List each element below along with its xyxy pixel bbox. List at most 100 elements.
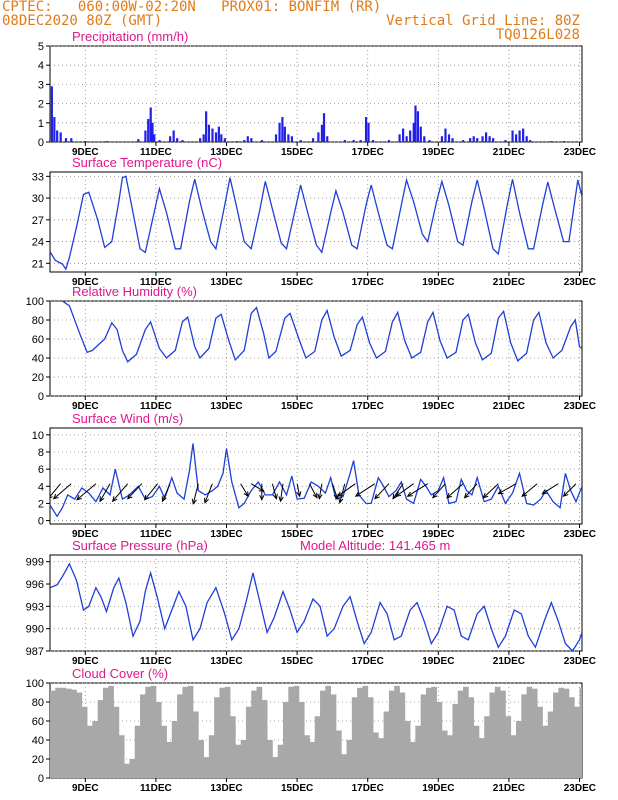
precip-bar <box>70 138 73 142</box>
precip-bar <box>151 122 154 142</box>
cloud-bar <box>76 692 83 778</box>
humidity-x-tick-label: 15DEC <box>281 401 313 412</box>
precipitation-y-tick-label: 1 <box>38 118 44 130</box>
wind-arrow <box>192 483 199 504</box>
humidity-line <box>50 301 582 363</box>
precipitation-y-tick-label: 4 <box>38 60 44 72</box>
cloud-bar <box>177 694 183 778</box>
precip-bar <box>176 138 179 142</box>
cloud-cover-x-tick-label: 13DEC <box>210 783 242 794</box>
wind-arrow <box>542 483 559 495</box>
header-model-code: TQ0126L028 <box>495 27 580 43</box>
cloud-bar <box>118 735 125 778</box>
precip-bar <box>149 107 152 142</box>
precipitation-x-tick-label: 9DEC <box>72 147 99 158</box>
cloud-bar <box>510 735 517 778</box>
precip-bar <box>440 136 444 142</box>
cloud-bar <box>320 690 326 778</box>
cloud-bar <box>288 686 294 778</box>
cloud-bar <box>203 757 210 778</box>
wind-y-tick-label: 6 <box>38 464 44 476</box>
precip-bar <box>220 134 223 142</box>
precip-bar <box>511 130 514 142</box>
temperature-x-tick-label: 11DEC <box>140 277 172 288</box>
precip-bar <box>412 122 415 142</box>
cloud-bar <box>60 687 67 778</box>
precip-bar <box>326 136 329 142</box>
cloud-cover-x-tick-label: 17DEC <box>352 783 384 794</box>
cloud-bar <box>373 732 379 778</box>
precip-bar <box>416 111 420 142</box>
wind-arrow <box>407 483 428 497</box>
header-date: 08DEC2020 80Z (GMT) <box>2 13 163 29</box>
cloud-bar <box>515 721 522 778</box>
pressure-x-tick-label: 19DEC <box>422 656 454 667</box>
precip-bar <box>287 134 290 142</box>
humidity-x-tick-label: 19DEC <box>422 401 454 412</box>
wind-arrow-head <box>482 492 489 499</box>
cloud-bar <box>388 690 395 778</box>
wind-arrow-head <box>99 496 105 503</box>
precipitation-x-tick-label: 17DEC <box>352 147 384 158</box>
precip-bar <box>223 138 226 142</box>
wind-arrow-head <box>446 492 452 499</box>
cloud-bar <box>574 706 580 778</box>
cloud-bar <box>87 725 93 778</box>
cloud-bar <box>171 721 178 778</box>
precipitation-x-tick-label: 23DEC <box>564 147 596 158</box>
temperature-y-tick-label: 21 <box>32 258 44 270</box>
wind-arrow <box>355 483 376 497</box>
precip-bar <box>504 140 507 142</box>
cloud-bar <box>71 689 77 778</box>
wind-arrow-head <box>338 497 344 504</box>
cloud-bar <box>55 687 61 778</box>
cloud-cover-x-tick-label: 9DEC <box>72 783 99 794</box>
cloud-cover-x-tick-label: 23DEC <box>564 783 596 794</box>
precip-bar <box>147 118 150 142</box>
cloud-bar <box>214 697 220 778</box>
temperature-x-tick-label: 13DEC <box>210 277 242 288</box>
wind-arrow <box>162 483 171 502</box>
precipitation-data <box>50 86 565 142</box>
precip-bar <box>59 132 62 142</box>
wind-arrow-head <box>204 497 209 504</box>
wind-arrow-head <box>336 491 343 497</box>
wind-arrow <box>498 483 517 495</box>
cloud-bar <box>293 685 300 778</box>
wind-arrow-head <box>395 491 402 497</box>
cloud-bar <box>542 725 549 778</box>
precip-bar <box>236 141 239 142</box>
cloud-cover-x-tick-label: 11DEC <box>140 783 172 794</box>
cloud-bar <box>341 754 347 778</box>
humidity-x-tick-label: 17DEC <box>352 401 384 412</box>
wind-arrow <box>204 483 213 503</box>
cloud-bar <box>335 730 342 778</box>
wind-arrow <box>395 483 414 497</box>
cloud-cover-title: Cloud Cover (%) <box>72 666 168 681</box>
wind-arrow-head <box>432 492 438 499</box>
wind-y-tick-label: 4 <box>38 481 44 493</box>
precip-bar <box>447 134 451 142</box>
wind-arrow-head <box>354 491 361 497</box>
humidity-y-tick-label: 80 <box>32 315 44 327</box>
temperature-y-tick-label: 27 <box>32 215 44 227</box>
wind-y-tick-label: 0 <box>38 516 44 528</box>
wind-arrow <box>76 483 97 501</box>
precip-bar <box>367 122 370 142</box>
wind-x-tick-label: 19DEC <box>422 529 454 540</box>
precip-bar <box>472 136 475 142</box>
wind-arrow <box>50 483 61 498</box>
cloud-bar <box>537 706 543 778</box>
precip-bar <box>462 140 465 142</box>
cloud-bar <box>526 686 533 778</box>
precipitation-y-tick-label: 0 <box>38 137 44 149</box>
humidity-x-tick-label: 23DEC <box>564 401 596 412</box>
wind-x-tick-label: 21DEC <box>493 529 525 540</box>
humidity-y-tick-label: 60 <box>32 334 44 346</box>
precip-bar <box>317 132 320 142</box>
precip-bar <box>144 130 147 142</box>
wind-arrow-head <box>406 491 413 497</box>
precip-bar <box>246 136 249 142</box>
cloud-bar <box>531 688 538 778</box>
cloud-bar <box>357 687 363 778</box>
